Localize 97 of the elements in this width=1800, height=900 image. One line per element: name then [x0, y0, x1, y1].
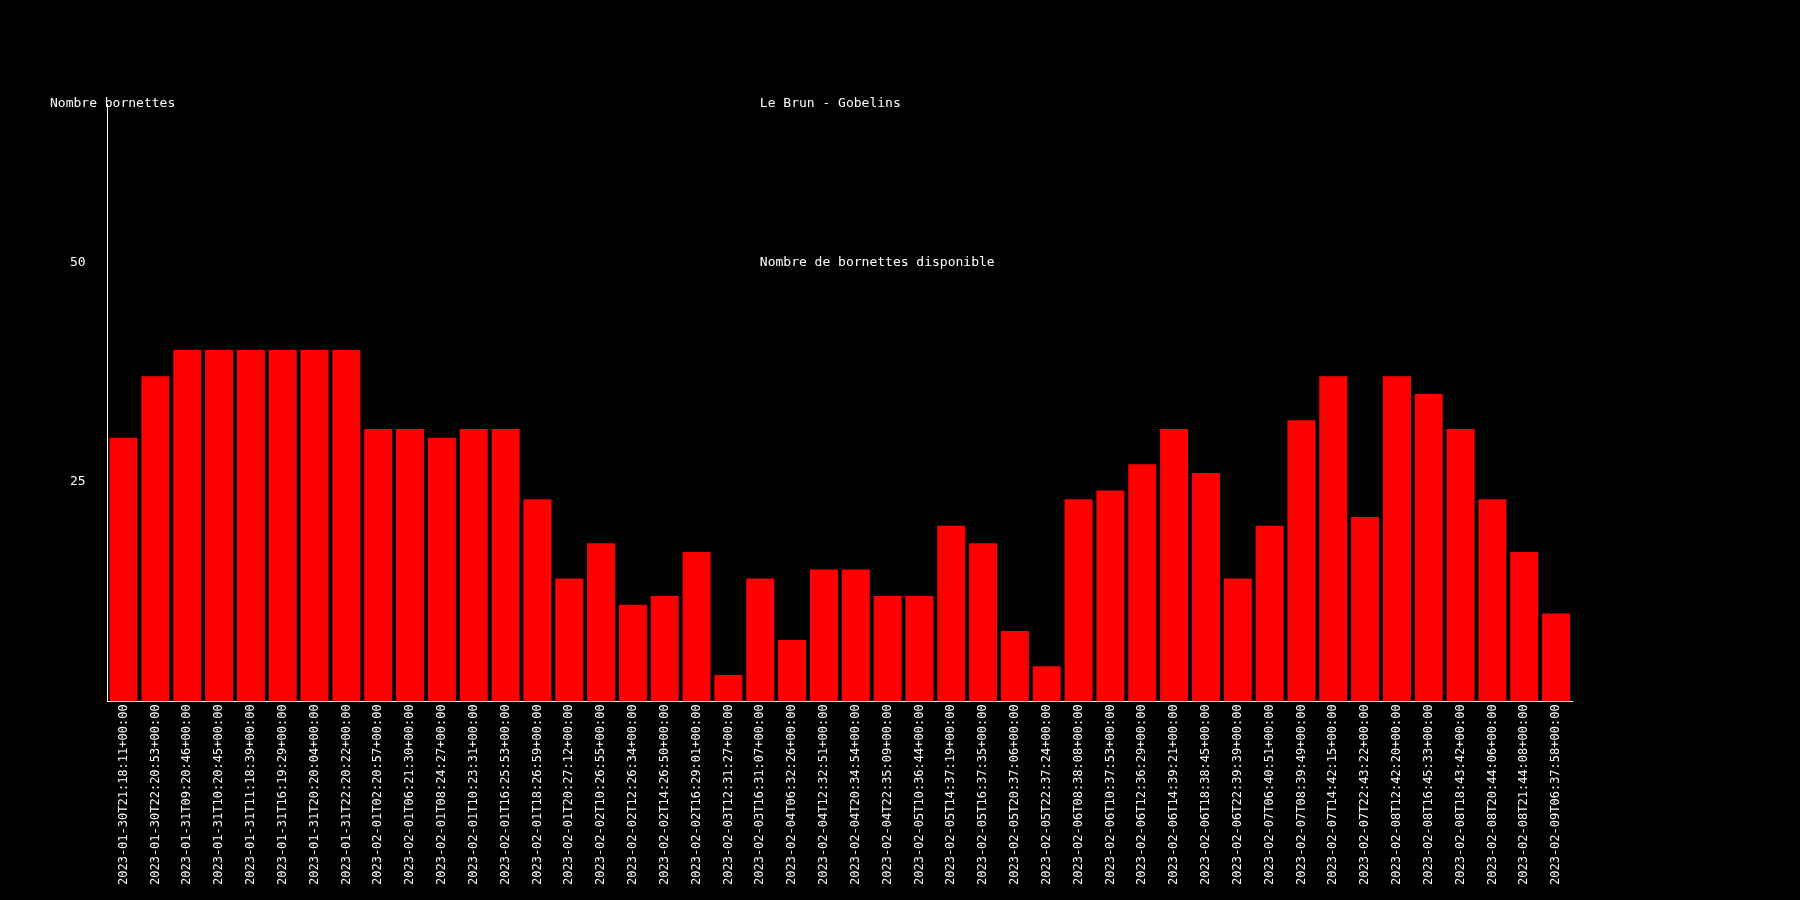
bar [555, 578, 584, 702]
x-tick-label: 2023-02-07T08:39:49+00:00 [1293, 704, 1308, 886]
bar [427, 437, 456, 702]
bar [141, 376, 170, 702]
x-tick-label: 2023-01-31T11:18:39+00:00 [243, 704, 258, 886]
x-tick-label: 2023-02-02T10:26:55+00:00 [593, 704, 608, 886]
bar [587, 543, 616, 702]
bar [332, 349, 361, 702]
bar [937, 525, 966, 702]
y-axis-title: Nombre bornettes [50, 95, 176, 111]
x-tick-label: 2023-02-02T16:29:01+00:00 [688, 704, 703, 886]
x-tick-label: 2023-02-01T06:21:30+00:00 [402, 704, 417, 886]
bar [1382, 376, 1411, 702]
x-tick-label: 2023-02-01T02:20:57+00:00 [370, 704, 385, 886]
bar [1255, 525, 1284, 702]
x-tick-label: 2023-02-06T12:36:29+00:00 [1134, 704, 1149, 886]
bar [491, 429, 520, 702]
bar [459, 429, 488, 702]
x-tick-label: 2023-02-01T20:27:12+00:00 [561, 704, 576, 886]
bar [1128, 464, 1157, 702]
y-tick-label: 50 [70, 253, 86, 269]
bar [1287, 420, 1316, 702]
x-tick-label: 2023-01-30T22:20:53+00:00 [147, 704, 162, 886]
x-tick-label: 2023-01-31T16:19:29+00:00 [274, 704, 289, 886]
bar [1542, 613, 1571, 702]
x-tick-label: 2023-02-01T18:26:59+00:00 [529, 704, 544, 886]
bar [841, 569, 870, 702]
bar [396, 429, 425, 702]
bar [618, 604, 647, 702]
bar [173, 349, 202, 702]
bar [1478, 499, 1507, 702]
bar [969, 543, 998, 702]
bar [682, 552, 711, 702]
bar [109, 437, 138, 702]
x-tick-label: 2023-02-01T16:25:53+00:00 [497, 704, 512, 886]
bar [778, 639, 807, 702]
bar [1351, 516, 1380, 702]
bar [809, 569, 838, 702]
bar [1191, 472, 1220, 702]
bar [873, 595, 902, 702]
bar [236, 349, 265, 702]
x-tick-label: 2023-02-06T18:38:45+00:00 [1198, 704, 1213, 886]
x-tick-label: 2023-02-06T10:37:53+00:00 [1102, 704, 1117, 886]
bar [714, 675, 743, 702]
bar [1000, 631, 1029, 702]
text: Nombre de bornettes disponible [759, 253, 995, 269]
x-tick-label: 2023-02-08T21:44:08+00:00 [1516, 704, 1531, 886]
x-tick-label: 2023-02-06T22:39:39+00:00 [1229, 704, 1244, 886]
bar [1414, 393, 1443, 702]
x-tick-label: 2023-02-05T22:37:24+00:00 [1038, 704, 1053, 886]
bar [650, 595, 679, 702]
x-tick-label: 2023-02-06T14:39:21+00:00 [1166, 704, 1181, 886]
x-tick-label: 2023-01-31T22:20:22+00:00 [338, 704, 353, 886]
x-tick-label: 2023-02-02T14:26:50+00:00 [656, 704, 671, 886]
x-tick-label: 2023-02-08T20:44:06+00:00 [1484, 704, 1499, 886]
chart-title: Le Brun - Gobelins [759, 95, 901, 111]
bar [905, 595, 934, 702]
x-tick-label: 2023-02-07T14:42:15+00:00 [1325, 704, 1340, 886]
bar [523, 499, 552, 702]
x-tick-label: 2023-02-07T22:43:22+00:00 [1357, 704, 1372, 886]
bar [1064, 499, 1093, 702]
x-tick-label: 2023-02-04T06:32:26+00:00 [784, 704, 799, 886]
x-tick-label: 2023-02-02T12:26:34+00:00 [625, 704, 640, 886]
x-tick-label: 2023-02-05T14:37:19+00:00 [943, 704, 958, 886]
bar [1096, 490, 1125, 702]
x-tick-label: 2023-02-08T16:45:33+00:00 [1420, 704, 1435, 886]
bar [364, 429, 393, 702]
bar [1510, 552, 1539, 702]
bar [1223, 578, 1252, 702]
x-tick-label: 2023-02-08T12:42:20+00:00 [1389, 704, 1404, 886]
x-tick-label: 2023-02-03T12:31:27+00:00 [720, 704, 735, 886]
bar [1160, 429, 1189, 702]
x-tick-label: 2023-01-30T21:18:11+00:00 [115, 704, 130, 886]
x-tick-label: 2023-02-03T16:31:07+00:00 [752, 704, 767, 886]
bar [746, 578, 775, 702]
x-tick-label: 2023-02-05T10:36:44+00:00 [911, 704, 926, 886]
x-tick-label: 2023-02-04T22:35:09+00:00 [879, 704, 894, 886]
x-tick-label: 2023-02-05T20:37:06+00:00 [1007, 704, 1022, 886]
x-tick-label: 2023-02-08T18:43:42+00:00 [1452, 704, 1467, 886]
bar [1032, 666, 1061, 702]
bar [205, 349, 234, 702]
x-tick-label: 2023-02-07T06:40:51+00:00 [1261, 704, 1276, 886]
x-tick-label: 2023-02-04T20:34:54+00:00 [847, 704, 862, 886]
x-tick-label: 2023-01-31T20:20:04+00:00 [306, 704, 321, 886]
x-tick-label: 2023-01-31T09:20:46+00:00 [179, 704, 194, 886]
x-tick-label: 2023-02-01T08:24:27+00:00 [434, 704, 449, 886]
bar [268, 349, 297, 702]
x-tick-label: 2023-02-04T12:32:51+00:00 [816, 704, 831, 886]
bar [1446, 429, 1475, 702]
x-tick-label: 2023-02-01T10:23:31+00:00 [465, 704, 480, 886]
bar [1319, 376, 1348, 702]
x-tick-label: 2023-02-06T08:38:08+00:00 [1070, 704, 1085, 886]
bar [300, 349, 329, 702]
x-tick-label: 2023-01-31T10:20:45+00:00 [211, 704, 226, 886]
y-tick-label: 25 [70, 473, 86, 489]
x-tick-label: 2023-02-05T16:37:35+00:00 [975, 704, 990, 886]
x-tick-label: 2023-02-09T06:37:58+00:00 [1548, 704, 1563, 886]
